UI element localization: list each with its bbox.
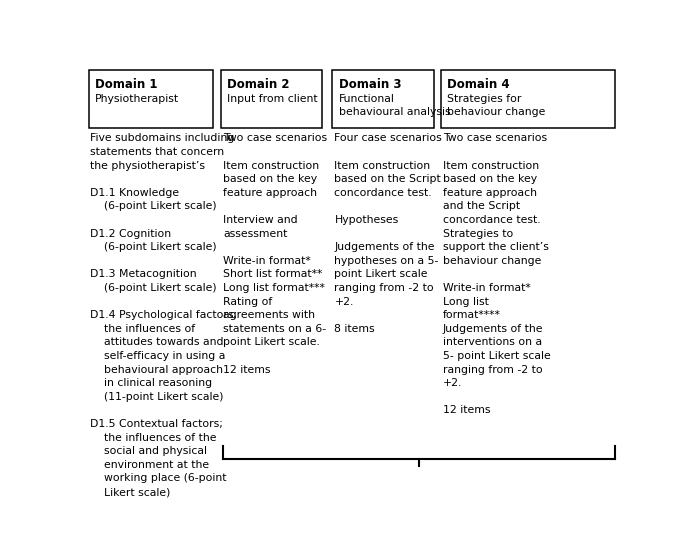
Text: Strategies for
behaviour change: Strategies for behaviour change	[447, 94, 546, 118]
Text: Physiotherapist: Physiotherapist	[95, 94, 179, 104]
FancyBboxPatch shape	[440, 71, 616, 128]
Text: Five subdomains including
statements that concern
the physiotherapist’s

D1.1 Kn: Five subdomains including statements tha…	[90, 133, 237, 497]
Text: Domain 3: Domain 3	[338, 78, 401, 91]
FancyBboxPatch shape	[332, 71, 433, 128]
Text: Input from client: Input from client	[227, 94, 318, 104]
Text: Domain 2: Domain 2	[227, 78, 290, 91]
Text: Two case scenarios

Item construction
based on the key
feature approach

Intervi: Two case scenarios Item construction bas…	[223, 133, 327, 374]
Text: Functional
behavioural analysis: Functional behavioural analysis	[338, 94, 451, 118]
FancyBboxPatch shape	[89, 71, 213, 128]
Text: Two case scenarios

Item construction
based on the key
feature approach
and the : Two case scenarios Item construction bas…	[442, 133, 550, 415]
Text: Domain 4: Domain 4	[447, 78, 510, 91]
FancyBboxPatch shape	[221, 71, 322, 128]
Text: Four case scenarios

Item construction
based on the Script
concordance test.

Hy: Four case scenarios Item construction ba…	[334, 133, 442, 334]
Text: Domain 1: Domain 1	[95, 78, 158, 91]
